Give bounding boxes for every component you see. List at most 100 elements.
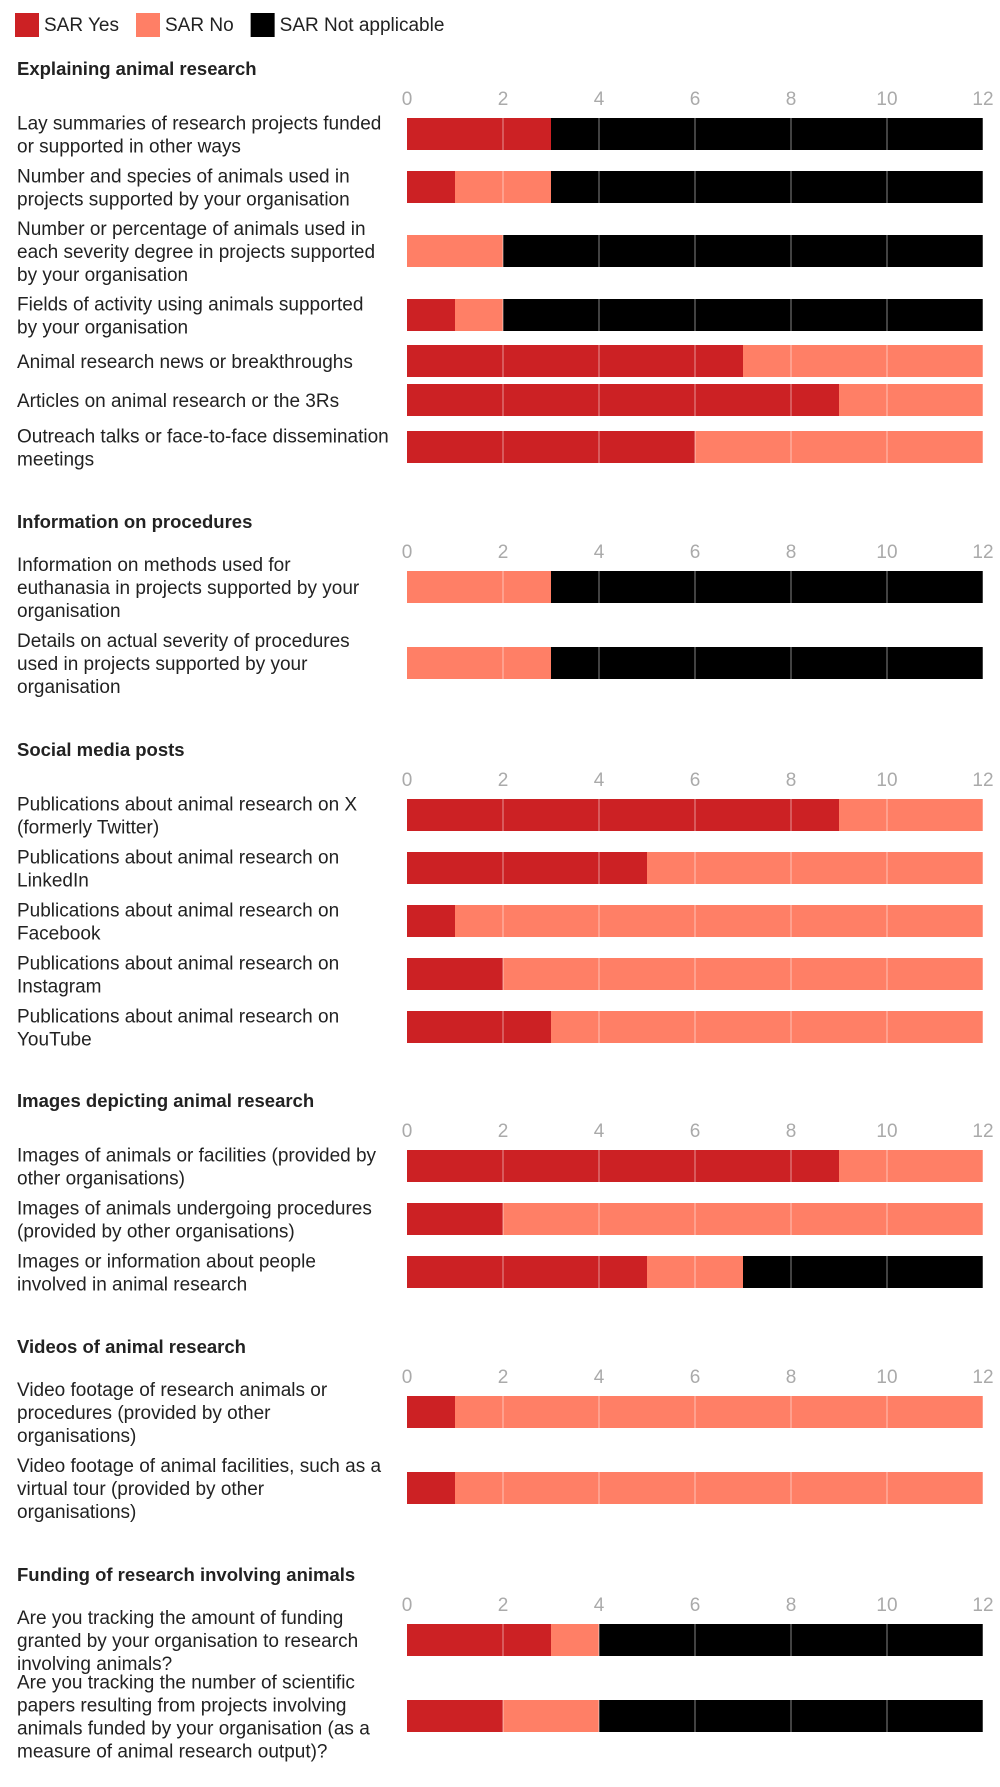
row-label: Number or percentage of animals used in e… xyxy=(17,219,375,286)
x-tick-label: 2 xyxy=(498,1595,509,1616)
section-title: Social media posts xyxy=(17,739,185,760)
bar-segment-sar-no xyxy=(647,852,983,884)
bar-segment-sar-no xyxy=(503,958,983,990)
section-title: Videos of animal research xyxy=(17,1336,246,1357)
bar-segment-sar-no xyxy=(503,1203,983,1235)
row-label: Outreach talks or face-to-face dissemina… xyxy=(17,427,389,471)
bar-segment-sar-not-applicable xyxy=(599,1700,983,1732)
x-tick-label: 8 xyxy=(786,1121,797,1142)
row-label: Images or information about people involv… xyxy=(17,1252,316,1296)
x-tick-label: 6 xyxy=(690,770,701,791)
x-tick-label: 2 xyxy=(498,1121,509,1142)
bar-segment-sar-no xyxy=(695,431,983,463)
plot-area: Explaining animal research 0 2 4 6 8 10 12 Lay s… xyxy=(17,58,994,1763)
bar-segment-sar-yes xyxy=(407,1472,455,1504)
bar-row: Images of animals or facilities (provide… xyxy=(17,1146,984,1190)
bar-segment-sar-no xyxy=(551,1624,599,1656)
bar-segment-sar-no xyxy=(503,1700,599,1732)
bar-segment-sar-no xyxy=(839,384,983,416)
x-tick-label: 6 xyxy=(690,542,701,563)
chart-section: Videos of animal research 0 2 4 6 8 10 12 Video … xyxy=(17,1336,994,1523)
chart-section: Explaining animal research 0 2 4 6 8 10 12 Lay s… xyxy=(17,58,994,471)
row-label: Information on methods used for euthanasi… xyxy=(17,555,360,622)
row-label: Publications about animal research on Lin… xyxy=(17,848,339,892)
bar-segment-sar-no xyxy=(455,299,503,331)
row-label: Lay summaries of research projects funde… xyxy=(17,114,381,158)
bar-segment-sar-no xyxy=(839,1150,983,1182)
bar-segment-sar-no xyxy=(407,571,551,603)
bar-segment-sar-yes xyxy=(407,345,743,377)
row-label: Images of animals or facilities (provide… xyxy=(17,1146,377,1190)
x-tick-label: 12 xyxy=(972,1121,993,1142)
chart-section: Social media posts 0 2 4 6 8 10 12 Publications … xyxy=(17,739,994,1051)
bar-segment-sar-yes xyxy=(407,1150,839,1182)
bar-segment-sar-no xyxy=(455,1396,983,1428)
bar-segment-sar-no xyxy=(407,647,551,679)
bar-segment-sar-yes xyxy=(407,118,551,150)
section-title: Information on procedures xyxy=(17,511,252,532)
x-tick-label: 4 xyxy=(594,770,605,791)
chart-section: Images depicting animal research 0 2 4 6 8 10 1… xyxy=(17,1090,994,1296)
bar-segment-sar-yes xyxy=(407,1011,551,1043)
section-title: Funding of research involving animals xyxy=(17,1564,355,1585)
legend-swatch xyxy=(250,13,275,37)
bar-segment-sar-not-applicable xyxy=(551,571,983,603)
bar-row: Are you tracking the number of scientifi… xyxy=(17,1673,984,1763)
bar-segment-sar-not-applicable xyxy=(551,171,983,203)
bar-row: Images or information about people involv… xyxy=(17,1252,984,1296)
x-tick-label: 4 xyxy=(594,1121,605,1142)
bar-row: Are you tracking the amount of funding gr… xyxy=(17,1608,984,1675)
legend-label: SAR No xyxy=(165,15,234,36)
bar-segment-sar-no xyxy=(455,171,551,203)
bar-segment-sar-no xyxy=(455,1472,983,1504)
x-tick-label: 8 xyxy=(786,770,797,791)
x-tick-label: 10 xyxy=(876,542,897,563)
bar-row: Images of animals undergoing procedures(… xyxy=(17,1199,984,1243)
bar-row: Lay summaries of research projects funde… xyxy=(17,114,984,158)
x-tick-label: 6 xyxy=(690,89,701,110)
row-label: Video footage of animal facilities, such… xyxy=(17,1456,381,1523)
x-tick-label: 6 xyxy=(690,1121,701,1142)
bar-row: Publications about animal research on Fac… xyxy=(17,901,984,945)
x-tick-label: 10 xyxy=(876,1367,897,1388)
row-label: Fields of activity using animals support… xyxy=(17,295,363,339)
x-tick-label: 0 xyxy=(402,1595,413,1616)
row-label: Publications about animal research on X(… xyxy=(17,795,357,839)
section-title: Explaining animal research xyxy=(17,58,257,79)
bar-segment-sar-yes xyxy=(407,799,839,831)
x-tick-label: 2 xyxy=(498,89,509,110)
row-label: Number and species of animals used in pro… xyxy=(17,167,350,211)
bar-row: Articles on animal research or the 3Rs xyxy=(17,384,984,416)
bar-segment-sar-not-applicable xyxy=(503,235,983,267)
bar-segment-sar-yes xyxy=(407,852,647,884)
x-tick-label: 12 xyxy=(972,89,993,110)
bar-row: Number or percentage of animals used in e… xyxy=(17,219,984,286)
bar-segment-sar-yes xyxy=(407,1203,503,1235)
bar-segment-sar-yes xyxy=(407,384,839,416)
bar-segment-sar-no xyxy=(839,799,983,831)
x-tick-label: 4 xyxy=(594,542,605,563)
bar-row: Video footage of research animals or proc… xyxy=(17,1380,984,1447)
x-tick-label: 8 xyxy=(786,89,797,110)
bar-row: Video footage of animal facilities, such… xyxy=(17,1456,984,1523)
x-tick-label: 0 xyxy=(402,770,413,791)
bar-segment-sar-no xyxy=(551,1011,983,1043)
bar-segment-sar-yes xyxy=(407,431,695,463)
legend: SAR Yes SAR No SAR Not applicable xyxy=(15,13,444,37)
bar-row: Details on actual severity of procedures… xyxy=(17,631,984,698)
row-label: Publications about animal research on You… xyxy=(17,1007,339,1051)
bar-segment-sar-yes xyxy=(407,905,455,937)
x-tick-label: 2 xyxy=(498,770,509,791)
bar-segment-sar-not-applicable xyxy=(503,299,983,331)
bar-segment-sar-not-applicable xyxy=(551,647,983,679)
chart-section: Information on procedures 0 2 4 6 8 10 12 Inform… xyxy=(17,511,994,698)
legend-label: SAR Yes xyxy=(44,15,119,36)
x-tick-label: 0 xyxy=(402,1121,413,1142)
bar-segment-sar-yes xyxy=(407,958,503,990)
bar-row: Publications about animal research on Lin… xyxy=(17,848,984,892)
bar-segment-sar-not-applicable xyxy=(743,1256,983,1288)
row-label: Video footage of research animals or proc… xyxy=(17,1380,328,1447)
bar-segment-sar-yes xyxy=(407,1396,455,1428)
bar-segment-sar-yes xyxy=(407,1624,551,1656)
